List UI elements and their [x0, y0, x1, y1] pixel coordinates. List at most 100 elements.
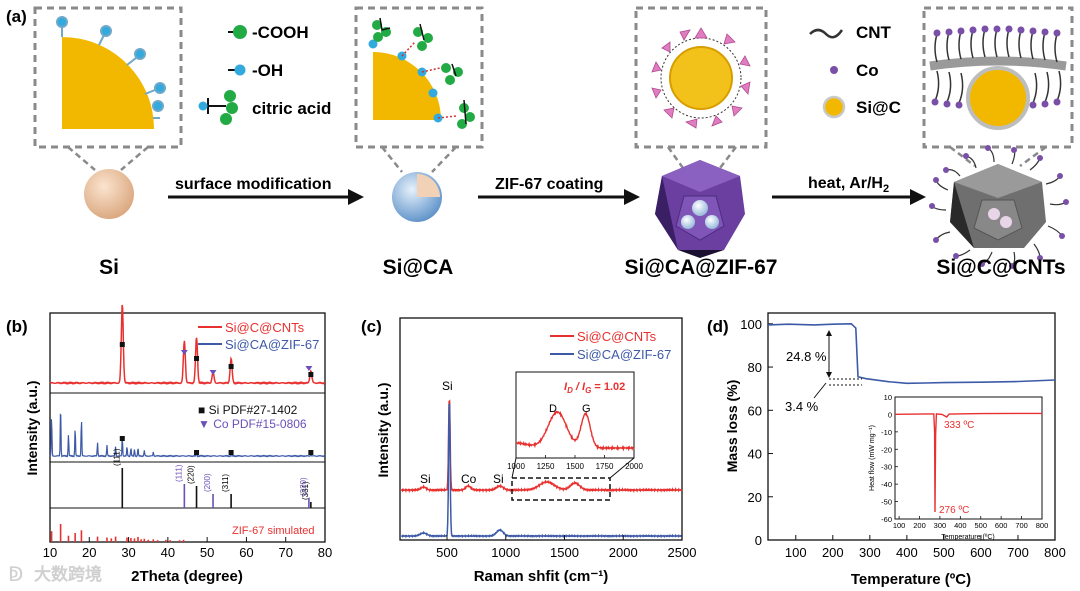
- peak-label-co: Co: [461, 472, 477, 486]
- x-tick-label-200: 200: [822, 545, 844, 560]
- oh-groups-icon: [56, 16, 166, 119]
- y-tick-label-80: 80: [748, 360, 762, 375]
- panel-c-x-axis: 500 1000 1500 2000 2500: [436, 535, 696, 560]
- arrow-right-icon: [624, 189, 640, 205]
- si-marker-blue-3: [308, 450, 314, 455]
- sic-legend-item: Si@C: [822, 95, 901, 119]
- xrd-curve-si-c-cnts: [49, 304, 326, 385]
- panel-b-label: (b): [6, 317, 28, 336]
- inset-y-tick-label--40: -40: [881, 480, 892, 489]
- inset-tick-label-1250: 1250: [537, 462, 555, 471]
- x-tick-label-1000: 1000: [491, 545, 520, 560]
- inset-x-tick-label-800: 800: [1036, 521, 1049, 530]
- arrow-surface-modification: surface modification: [168, 176, 364, 205]
- stage-si: Si: [84, 169, 134, 279]
- panel-a-label: (a): [6, 7, 27, 26]
- inset-peak-d: D: [549, 403, 557, 415]
- panel-b-xlabel: 2Theta (degree): [131, 568, 243, 585]
- si-marker-blue-1: [194, 450, 200, 455]
- inset-x-axis: 1000 1250 1500 1750 2000: [507, 455, 643, 471]
- panel-b-x-axis: 10 20 30 40 50 60 70 80: [43, 537, 332, 560]
- si-quarter-icon: [62, 37, 154, 129]
- panel-b-reference-lines: (111) (220) (311) (331) (111) (200) (220): [50, 448, 312, 542]
- inset-curve: [894, 412, 1043, 513]
- legend-cnt-label: CNT: [856, 23, 892, 42]
- si-ref-label-1: (220): [187, 465, 196, 484]
- legend-co-label: Co: [856, 61, 879, 80]
- x-tick-label-30: 30: [121, 545, 135, 560]
- zif-dodecahedron-icon: [655, 160, 745, 258]
- zoom-box-zif: [634, 6, 768, 169]
- y-tick-label-100: 100: [740, 317, 762, 332]
- inset-y-tick-label-10: 10: [884, 393, 892, 402]
- panel-c-label: (c): [361, 317, 382, 336]
- x-tick-label-2000: 2000: [609, 545, 638, 560]
- panel-b-legend: Si@C@CNTs Si@CA@ZIF-67: [198, 320, 319, 352]
- inset-y-tick-label-0: 0: [888, 410, 892, 419]
- si-ref-label-3: (331): [301, 481, 310, 500]
- x-tick-label-50: 50: [200, 545, 214, 560]
- panel-c-xlabel: Raman shfit (cm⁻¹): [474, 568, 609, 585]
- legend-cooh-label: -COOH: [252, 23, 309, 42]
- inset-tick-label-1000: 1000: [507, 462, 525, 471]
- x-tick-label-80: 80: [318, 545, 332, 560]
- zif-simulated-label: ZIF-67 simulated: [232, 525, 315, 537]
- co-marker-1: [209, 370, 217, 375]
- legend-citric-acid-label: citric acid: [252, 99, 331, 118]
- y-tick-label-20: 20: [748, 490, 762, 505]
- inset-connector-right: [609, 457, 635, 479]
- zoom-box-si-ca: [354, 6, 484, 173]
- id-ig-ratio: ID / IG = 1.02: [564, 381, 625, 395]
- annotation-24-8: 24.8 %: [786, 349, 827, 364]
- inset-tick-label-2000: 2000: [625, 462, 643, 471]
- co-ref-label-0: (111): [174, 464, 183, 482]
- cnt-coated-dodecahedron-icon: [929, 145, 1069, 269]
- legend-oh-label: -OH: [252, 61, 283, 80]
- stage-si-ca-label: Si@CA: [383, 256, 454, 279]
- x-tick-label-700: 700: [1007, 545, 1029, 560]
- inset-curve: [515, 409, 635, 452]
- inset-y-tick-label--10: -10: [881, 428, 892, 437]
- watermark-icon: ↁ: [8, 564, 23, 586]
- si-particle-icon: [84, 169, 134, 219]
- legend-si-ca-zif67: Si@CA@ZIF-67: [577, 347, 671, 362]
- xrd-curve-si-ca-zif67: [49, 413, 326, 458]
- x-tick-label-1500: 1500: [550, 545, 579, 560]
- blue-dot-icon: [234, 64, 246, 76]
- panel-c-frame: [399, 317, 683, 541]
- co-dot-icon: [830, 66, 838, 74]
- arrow-right-icon: [910, 189, 926, 205]
- si-marker-3: [308, 372, 314, 377]
- co-marker-2: [305, 366, 313, 371]
- zoom-box-si-c-cnts: [922, 6, 1074, 168]
- cnt-legend-item: CNT: [809, 23, 892, 42]
- panel-c-legend: Si@C@CNTs Si@CA@ZIF-67: [550, 329, 671, 362]
- inset-y-tick-label--60: -60: [881, 515, 892, 524]
- panel-d-ylabel: Mass loss (%): [724, 380, 740, 473]
- tga-curve: [767, 322, 1056, 385]
- panel-d-xlabel: Temperature (ºC): [851, 571, 971, 588]
- si-ref-label-2: (311): [221, 474, 230, 492]
- x-tick-label-10: 10: [43, 545, 57, 560]
- y-tick-label-60: 60: [748, 403, 762, 418]
- zoom-box-si: [33, 6, 183, 171]
- inset-x-tick-label-100: 100: [893, 521, 906, 530]
- watermark-text: 大数跨境: [34, 564, 102, 584]
- inset-x-tick-label-700: 700: [1015, 521, 1028, 530]
- inset-highlight-box: [511, 477, 611, 501]
- x-tick-label-2500: 2500: [668, 545, 697, 560]
- stage-si-ca-zif67: Si@CA@ZIF-67: [625, 160, 778, 279]
- stage-si-ca-zif67-label: Si@CA@ZIF-67: [625, 256, 778, 279]
- x-tick-label-600: 600: [970, 545, 992, 560]
- x-tick-label-40: 40: [161, 545, 175, 560]
- panel-b-ylabel: Intensity (a.u.): [24, 381, 40, 476]
- co-ref-label-1: (200): [203, 473, 212, 492]
- inset-frame: [894, 396, 1043, 520]
- inset-x-tick-label-200: 200: [913, 521, 926, 530]
- citric-acid-icon: [198, 90, 238, 125]
- si-marker-blue-2: [228, 450, 234, 455]
- x-tick-label-800: 800: [1044, 545, 1066, 560]
- si-ref-label-0: (111): [112, 448, 121, 466]
- co-ref-label-2: (220): [299, 477, 308, 496]
- inset-xlabel: Temperature (ºC): [941, 534, 995, 541]
